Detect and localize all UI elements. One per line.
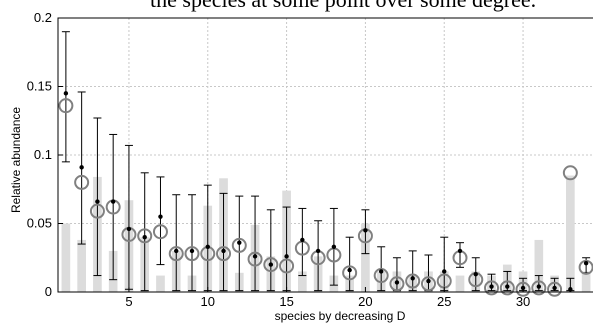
predicted-point xyxy=(442,269,447,274)
observed-circle xyxy=(74,174,90,190)
predicted-point xyxy=(505,284,510,289)
predicted-point xyxy=(583,261,589,266)
bar xyxy=(566,175,575,292)
observed-circle xyxy=(405,273,421,289)
observed-circle xyxy=(184,246,200,262)
observed-circle xyxy=(89,203,105,219)
predicted-point xyxy=(410,276,415,281)
observed-circle xyxy=(515,281,531,297)
predicted-point xyxy=(457,248,463,254)
predicted-point xyxy=(394,280,400,285)
observed-circle xyxy=(547,281,563,297)
grid-layer xyxy=(58,18,593,292)
circle-layer xyxy=(58,98,593,297)
y-tick-label: 0.05 xyxy=(27,216,52,231)
bar xyxy=(298,271,307,292)
bar xyxy=(156,275,165,292)
predicted-point xyxy=(95,199,100,204)
cropped-page-text: the species at some point over some degr… xyxy=(0,0,593,16)
bar-layer xyxy=(61,175,591,292)
predicted-point xyxy=(331,244,337,249)
predicted-point xyxy=(221,248,226,254)
predicted-point xyxy=(158,214,163,219)
predicted-point xyxy=(426,278,431,284)
observed-circle xyxy=(247,251,263,267)
observed-circle xyxy=(342,265,358,281)
observed-circle xyxy=(389,276,405,292)
observed-circle xyxy=(499,280,515,296)
y-tick-label: 0 xyxy=(45,284,52,299)
predicted-point xyxy=(189,248,195,254)
predicted-point xyxy=(473,271,478,277)
bar xyxy=(361,223,370,292)
observed-circle xyxy=(373,268,389,284)
predicted-point xyxy=(237,240,242,245)
predicted-point xyxy=(252,254,258,259)
predicted-point xyxy=(126,226,132,232)
observed-circle xyxy=(231,237,247,253)
x-tick-label: 30 xyxy=(516,294,530,309)
tick-layer: 5 10 15 20 25 30 0 0.05 0.1 0.15 0.2 xyxy=(27,10,531,309)
predicted-point xyxy=(552,285,557,291)
predicted-point xyxy=(142,235,147,240)
predicted-point xyxy=(536,284,542,289)
y-tick-label: 0.1 xyxy=(34,147,52,162)
x-axis-title: species by decreasing D xyxy=(275,309,406,323)
predicted-point xyxy=(174,248,179,254)
observed-circle xyxy=(562,165,578,181)
predicted-point xyxy=(63,91,69,96)
x-tick-label: 20 xyxy=(358,294,372,309)
observed-circle xyxy=(58,98,74,114)
predicted-point xyxy=(205,244,210,249)
observed-circle xyxy=(137,228,153,244)
predicted-point xyxy=(315,248,321,254)
predicted-point xyxy=(110,199,116,204)
predicted-point xyxy=(378,269,384,274)
observed-circle xyxy=(263,257,279,273)
observed-circle xyxy=(531,280,547,296)
x-tick-label: 5 xyxy=(125,294,132,309)
x-tick-label: 10 xyxy=(201,294,215,309)
x-tick-label: 15 xyxy=(279,294,293,309)
predicted-point xyxy=(268,262,274,267)
observed-circle xyxy=(152,224,168,240)
predicted-point xyxy=(489,284,494,289)
bar xyxy=(534,239,544,292)
page-text-line: the species at some point over some degr… xyxy=(150,0,536,13)
observed-circle xyxy=(420,276,436,292)
bar xyxy=(61,223,71,292)
predicted-point xyxy=(284,254,289,259)
predicted-point xyxy=(568,287,573,292)
observed-circle xyxy=(279,258,295,274)
y-tick-label: 0.15 xyxy=(27,79,52,94)
observed-circle xyxy=(484,280,500,296)
bar xyxy=(581,271,591,292)
predicted-point xyxy=(347,267,352,273)
predicted-point xyxy=(300,237,305,243)
y-tick-label: 0.2 xyxy=(34,10,52,25)
bar xyxy=(455,275,465,292)
observed-circle xyxy=(168,246,184,262)
observed-circle xyxy=(216,246,232,262)
predicted-point xyxy=(363,228,368,233)
y-axis-title: Relative abundance xyxy=(9,107,23,213)
bar xyxy=(77,239,86,292)
predicted-point xyxy=(79,165,84,170)
x-tick-label: 25 xyxy=(437,294,451,309)
point-layer xyxy=(63,91,589,292)
